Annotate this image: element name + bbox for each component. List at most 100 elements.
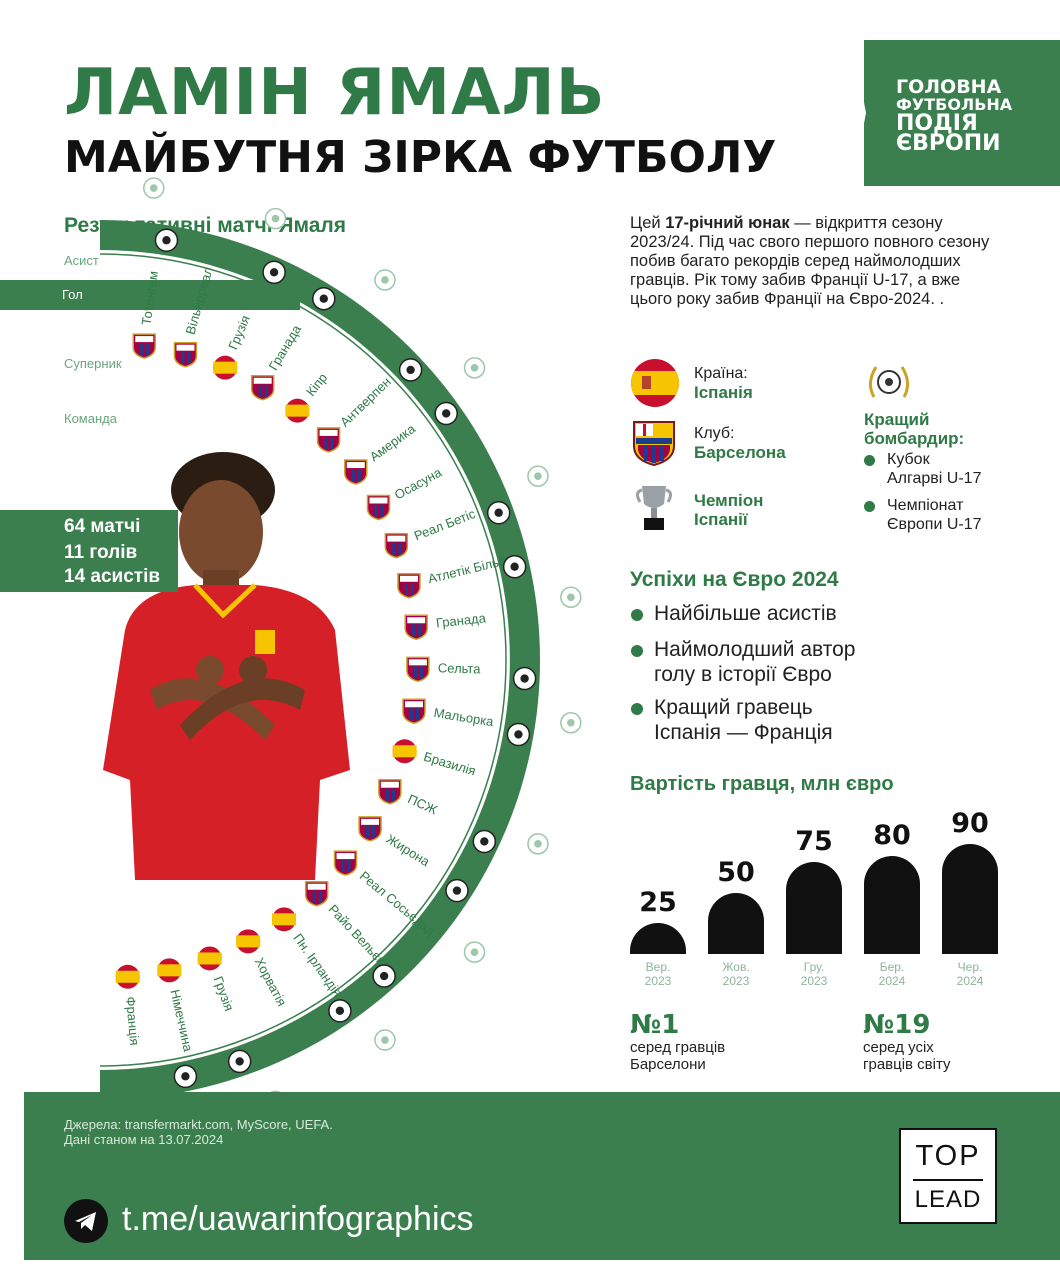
- assist-arc-line: [99, 253, 507, 1067]
- barcelona-crest-icon: [344, 459, 368, 485]
- barcelona-crest-icon: [633, 421, 675, 466]
- value-bar-date: Бер. 2024: [857, 960, 927, 988]
- value-title: Вартість гравця, млн євро: [630, 773, 894, 795]
- goal-ball-icon: [227, 1049, 252, 1074]
- crest-stripe: [366, 825, 370, 838]
- intro-text: Цей 17-річний юнак — відкриття сезону 20…: [630, 214, 1000, 309]
- club-value: Барселона: [694, 443, 786, 462]
- value-bar-year: 2023: [644, 974, 672, 988]
- euro-item-line: Кращий гравець: [654, 696, 813, 719]
- opponent-label: ПСЖ: [405, 791, 439, 817]
- champion-line2: Іспанії: [694, 510, 748, 529]
- goal-ball-icon: [502, 554, 527, 579]
- opponent-label: Гранада: [266, 322, 305, 373]
- crest-top: [307, 883, 326, 890]
- value-bar-month: Чер.: [957, 960, 983, 974]
- assist-ball-icon: [374, 1029, 396, 1051]
- goal-ball-icon: [512, 666, 537, 691]
- goal-ball-icon-patch: [520, 674, 529, 683]
- rank-right-line: гравців світу: [863, 1056, 951, 1073]
- goal-ball-icon: [372, 964, 396, 988]
- assist-ball-icon: [463, 357, 486, 379]
- goal-ball-icon: [434, 401, 458, 426]
- goal-ball-icon: [398, 358, 423, 382]
- crest-top: [408, 659, 427, 666]
- flag-yellow: [115, 970, 140, 983]
- goal-ball-icon: [506, 722, 531, 747]
- value-bar-date: Гру. 2023: [779, 960, 849, 988]
- value-bar-month: Вер.: [645, 960, 671, 974]
- opponent-label: Реал Сосьєдад: [357, 868, 438, 939]
- assist-ball-icon: [560, 586, 582, 609]
- goal-ball-icon-patch: [480, 837, 489, 846]
- rank-left-text: серед гравців Барселони: [630, 1039, 725, 1073]
- crest-stripe: [418, 624, 422, 637]
- crest-top: [253, 377, 272, 384]
- spain-flag-icon: [115, 964, 140, 989]
- row-label-assist: Асист: [64, 253, 99, 268]
- crest-stripe: [392, 542, 396, 555]
- telegram-link[interactable]: t.me/uawarinfographics: [122, 1200, 474, 1238]
- crest-stripe: [264, 384, 268, 397]
- stat-assists: 14 асистів: [64, 566, 161, 587]
- euro-item-line: Найбільше асистів: [654, 602, 837, 625]
- crest-stripe: [347, 860, 351, 873]
- euro-item: Найбільше асистів: [654, 601, 837, 626]
- value-bar-month: Жов.: [722, 960, 750, 974]
- assist-ball-icon-patch: [567, 593, 575, 602]
- banner-notch: [852, 40, 866, 186]
- spain-flag-icon: [631, 359, 679, 407]
- assist-ball-icon-patch: [470, 948, 479, 956]
- footer: [24, 1092, 1060, 1260]
- assist-ball-icon: [560, 711, 582, 734]
- value-bar: [786, 862, 842, 954]
- title-line1: ЛАМІН ЯМАЛЬ: [64, 56, 606, 130]
- value-bar-month: Бер.: [879, 960, 905, 974]
- stat-matches: 64 матчі: [64, 516, 141, 537]
- crest-stripe: [351, 469, 355, 482]
- opponent-label: Німеччина: [167, 988, 196, 1054]
- goal-ball-icon-patch: [235, 1057, 244, 1066]
- crest-top: [176, 344, 195, 351]
- goal-ball-icon-patch: [319, 294, 328, 303]
- opponent-label: Гранада: [435, 610, 487, 630]
- crest-stripe: [312, 890, 316, 903]
- goal-ball-icon: [262, 260, 286, 285]
- barcelona-crest-icon: [402, 698, 426, 725]
- bullet-icon: [864, 501, 875, 512]
- crest-top: [346, 462, 365, 469]
- opponent-label: Антверпен: [337, 374, 394, 430]
- goal-ball-icon: [472, 829, 497, 854]
- barcelona-crest-icon: [384, 532, 409, 559]
- flag-yellow: [272, 913, 297, 926]
- crest-top: [399, 575, 418, 582]
- goal-ball-icon-patch: [181, 1072, 190, 1081]
- opponent-label: Осасуна: [392, 464, 445, 502]
- crest-stripe: [187, 351, 191, 364]
- banner-text: ГОЛОВНА ФУТБОЛЬНА ПОДІЯ ЄВРОПИ: [896, 78, 1056, 155]
- crest-top: [380, 781, 399, 788]
- opponent-label: Сельта: [438, 660, 482, 676]
- goal-ball-icon: [328, 999, 352, 1023]
- goal-ball-icon: [312, 286, 336, 311]
- telegram-icon[interactable]: [64, 1199, 108, 1243]
- intro-pre: Цей: [630, 214, 666, 232]
- intro-bold: 17-річний юнак: [665, 214, 790, 232]
- crest-stripe: [140, 343, 144, 356]
- value-bar-date: Жов. 2023: [701, 960, 771, 988]
- value-bar-label: 50: [717, 856, 755, 888]
- rank-right-line: серед усіх: [863, 1039, 934, 1056]
- value-bar-date: Вер. 2023: [623, 960, 693, 988]
- spain-flag-icon: [197, 946, 222, 971]
- goal-ball-icon-patch: [379, 971, 389, 981]
- best-scorer-item-line: Кубок: [887, 451, 930, 468]
- goal-ball-icon: [486, 500, 511, 525]
- crest-top: [387, 535, 406, 542]
- sources: Джерела: transfermarkt.com, MyScore, UEF…: [64, 1117, 333, 1147]
- barcelona-crest-icon: [316, 427, 341, 453]
- logo-bottom-text: LEAD: [914, 1186, 982, 1213]
- crest-stripe: [410, 708, 414, 721]
- crest-stripe: [404, 582, 408, 595]
- stats-box: [0, 510, 178, 592]
- value-bar: [708, 892, 764, 954]
